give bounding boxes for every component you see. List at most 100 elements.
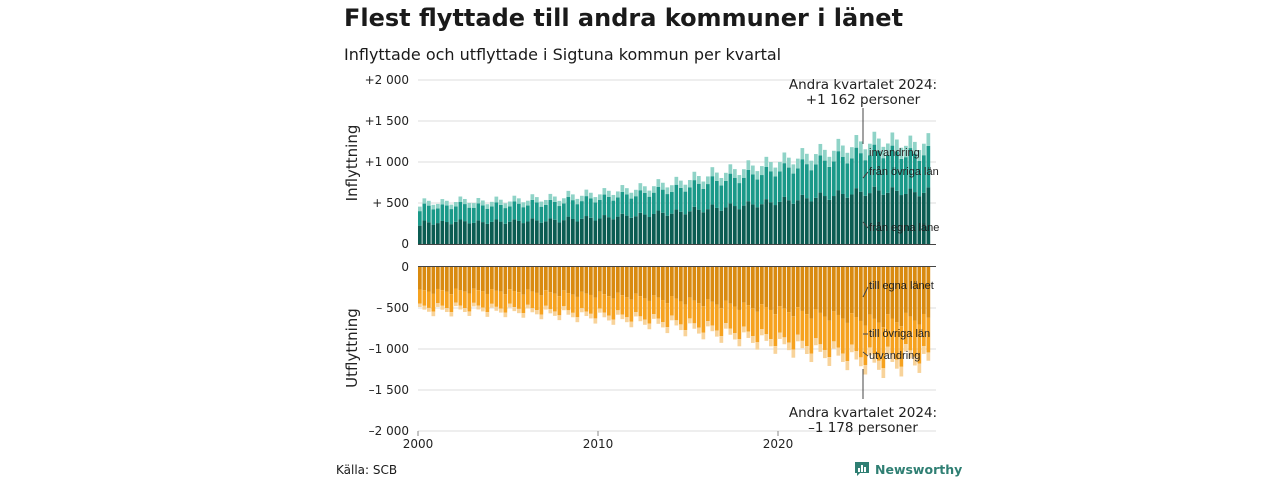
bar-out-own: [692, 267, 697, 301]
bar-in-own: [782, 196, 787, 244]
bar-out-emig: [647, 323, 652, 330]
bar-out-own: [746, 267, 751, 306]
bar-in-immig: [535, 197, 539, 203]
bar-in-other: [508, 206, 512, 222]
bar-in-other: [449, 209, 454, 225]
bar-out-own: [638, 267, 643, 297]
bar-out-other: [557, 296, 562, 316]
bar-out-emig: [485, 312, 490, 317]
bar-out-other: [814, 309, 818, 339]
bar-in-own: [481, 222, 485, 244]
bar-in-other: [823, 160, 827, 197]
bar-in-immig: [674, 176, 679, 185]
bar-in-immig: [647, 190, 652, 197]
bar-in-own: [904, 193, 908, 244]
bar-in-own: [778, 201, 782, 244]
bar-in-other: [661, 189, 665, 213]
bar-in-immig: [499, 199, 503, 205]
bar-out-other: [571, 294, 575, 313]
bar-in-other: [706, 184, 710, 210]
bar-out-own: [517, 267, 521, 293]
bar-in-own: [602, 215, 607, 244]
bar-out-emig: [751, 336, 755, 343]
bar-out-emig: [602, 312, 607, 318]
bar-in-immig: [490, 201, 494, 207]
in-y-tick-label: +1 500: [365, 114, 409, 128]
bar-in-own: [692, 206, 697, 244]
bar-in-own: [823, 196, 827, 244]
bar-in-immig: [890, 132, 895, 146]
bar-out-emig: [859, 357, 863, 367]
bar-in-own: [814, 197, 818, 244]
bar-out-emig: [854, 351, 859, 360]
bar-out-own: [589, 267, 593, 295]
bar-out-emig: [629, 321, 634, 328]
bar-out-own: [661, 267, 665, 301]
bar-in-own: [521, 223, 526, 244]
bar-in-own: [832, 196, 836, 244]
bar-in-own: [557, 222, 562, 244]
bar-out-emig: [589, 313, 593, 319]
bar-in-immig: [715, 172, 719, 181]
bar-in-other: [643, 192, 647, 215]
bar-out-own: [571, 267, 575, 295]
bar-out-emig: [422, 305, 427, 310]
bar-out-own: [679, 267, 683, 302]
bar-out-own: [427, 267, 431, 292]
bar-in-immig: [706, 176, 710, 185]
bar-out-other: [638, 296, 643, 317]
bar-in-own: [607, 217, 611, 244]
bar-in-immig: [886, 143, 890, 156]
bar-out-own: [530, 267, 535, 292]
bar-out-emig: [625, 317, 629, 323]
bar-in-own: [665, 215, 670, 244]
bar-in-immig: [724, 172, 728, 181]
bar-in-own: [661, 212, 665, 244]
bar-in-immig: [598, 194, 602, 200]
bar-out-emig: [886, 346, 890, 355]
bar-out-other: [836, 314, 841, 348]
bar-out-own: [814, 267, 818, 310]
bar-out-other: [746, 305, 751, 332]
bar-out-own: [544, 267, 548, 291]
bar-in-other: [827, 166, 832, 200]
bar-out-emig: [809, 353, 814, 363]
bar-out-own: [535, 267, 539, 293]
bar-in-immig: [841, 145, 845, 157]
bar-in-immig: [845, 152, 850, 164]
bar-in-other: [620, 191, 625, 214]
bar-out-emig: [895, 359, 899, 369]
bar-in-own: [710, 204, 715, 244]
bar-in-other: [494, 202, 499, 220]
bar-in-own: [895, 190, 899, 244]
bar-in-other: [832, 161, 836, 197]
bar-out-other: [656, 297, 661, 319]
bar-in-other: [571, 200, 575, 219]
bar-out-own: [868, 267, 872, 315]
bar-in-other: [562, 203, 566, 221]
bar-in-own: [737, 209, 742, 244]
bar-in-own: [589, 217, 593, 244]
bar-out-own: [890, 267, 895, 319]
bar-out-emig: [449, 312, 454, 317]
bar-out-own: [539, 267, 544, 296]
bar-in-own: [512, 219, 517, 244]
bar-out-emig: [818, 344, 823, 352]
bar-out-own: [445, 267, 449, 292]
bar-out-other: [778, 306, 782, 333]
bar-out-own: [836, 267, 841, 315]
bar-in-own: [503, 223, 508, 244]
axes: 0 + 500 +1 000 +1 500 +2 000 0 – 500 –1 000 –1 5…: [365, 73, 936, 451]
bar-out-emig: [566, 310, 571, 315]
bar-out-emig: [494, 306, 499, 311]
bar-in-other: [787, 167, 791, 201]
bar-in-other: [818, 155, 823, 193]
bar-out-own: [593, 267, 598, 298]
bar-in-other: [773, 176, 778, 206]
bar-out-emig: [913, 356, 917, 366]
bar-out-emig: [701, 332, 706, 340]
bar-in-other: [755, 179, 760, 208]
bar-in-other: [427, 205, 431, 223]
bar-in-other: [598, 199, 602, 219]
label-fran-egna-lanet: från egna läne: [869, 222, 939, 234]
